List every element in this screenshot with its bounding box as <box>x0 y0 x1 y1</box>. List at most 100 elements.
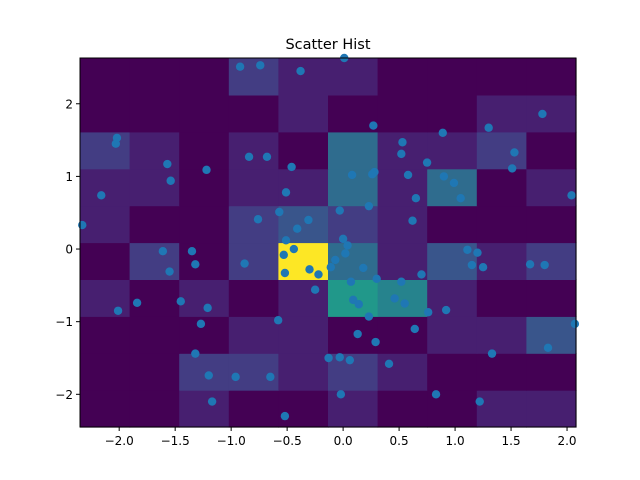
scatter-point <box>324 353 333 363</box>
hist-cell <box>80 390 131 428</box>
hist-cell <box>476 316 527 354</box>
scatter-point <box>203 303 212 313</box>
scatter-point <box>335 206 344 215</box>
scatter-point <box>293 224 302 233</box>
hist-cell <box>80 205 131 244</box>
hist-cell <box>427 353 478 391</box>
hist-cell <box>179 131 230 170</box>
hist-cell <box>80 168 131 207</box>
hist-cell <box>476 279 527 317</box>
hist-cell <box>179 242 230 280</box>
scatter-point <box>78 220 87 230</box>
scatter-point <box>475 397 484 406</box>
hist-cell <box>228 168 279 207</box>
scatter-point <box>335 353 344 362</box>
hist-cell <box>476 205 527 244</box>
hist-cell <box>228 353 279 391</box>
hist-cell <box>377 58 428 96</box>
scatter-point <box>400 299 409 308</box>
hist-cell <box>526 168 577 207</box>
hist-cell <box>476 131 527 170</box>
hist-cell <box>179 279 230 317</box>
scatter-point <box>439 172 449 181</box>
scatter-point <box>398 138 407 147</box>
hist-cell <box>278 131 329 170</box>
scatter-point <box>438 128 447 138</box>
scatter-point <box>364 201 374 211</box>
hist-cell <box>427 58 478 96</box>
scatter-point <box>424 308 433 317</box>
scatter-point <box>191 260 200 269</box>
scatter-point <box>287 162 296 172</box>
hist-cell <box>476 242 527 280</box>
hist-cell <box>427 168 478 207</box>
hist-cell <box>278 390 329 428</box>
scatter-point <box>397 277 406 286</box>
x-tick-label: 0.5 <box>390 434 409 448</box>
hist-cell <box>377 94 428 133</box>
scatter-point <box>314 270 323 279</box>
hist-cell <box>129 390 180 428</box>
hist2d-cells <box>80 58 577 428</box>
hist-cell <box>228 316 279 354</box>
scatter-point <box>253 215 263 224</box>
scatter-point <box>354 300 363 309</box>
x-tick-label: 1.5 <box>502 434 521 448</box>
hist-cell <box>526 390 577 428</box>
hist-cell <box>328 390 379 428</box>
scatter-point <box>336 390 346 399</box>
scatter-point <box>262 152 272 161</box>
hist-cell <box>427 131 478 170</box>
scatter-point <box>165 267 174 276</box>
scatter-point <box>191 349 200 358</box>
scatter-point <box>417 270 426 279</box>
scatter-point <box>368 170 377 179</box>
hist-cell <box>179 94 230 133</box>
plot-area <box>78 53 580 428</box>
scatter-point <box>390 294 399 303</box>
hist-cell <box>377 316 428 354</box>
scatter-point <box>431 390 441 399</box>
scatter-point <box>449 178 459 188</box>
scatter-point <box>364 312 374 321</box>
hist-cell <box>476 168 527 207</box>
hist-cell <box>80 316 131 354</box>
scatter-point <box>158 247 168 256</box>
x-tick-label: −0.5 <box>273 434 302 448</box>
scatter-point <box>538 109 547 119</box>
scatter-point <box>410 324 419 334</box>
scatter-point <box>543 343 553 353</box>
hist-cell <box>427 205 478 244</box>
hist-cell <box>129 316 180 354</box>
scatter-point <box>281 188 291 197</box>
scatter-point <box>441 305 451 315</box>
hist-cell <box>526 242 577 280</box>
hist-cell <box>476 353 527 391</box>
hist-cell <box>278 94 329 133</box>
scatter-point <box>281 236 291 245</box>
scatter-point <box>463 245 472 254</box>
scatter-point <box>467 260 477 270</box>
scatter-point <box>359 263 368 273</box>
y-tick-label: 1 <box>65 170 73 184</box>
x-tick-label: −1.0 <box>217 434 246 448</box>
scatter-point <box>408 216 417 225</box>
hist-cell <box>278 316 329 354</box>
hist-cell <box>80 94 131 133</box>
hist-cell <box>526 131 577 170</box>
axes-frame <box>79 57 577 428</box>
scatter-point <box>540 260 549 270</box>
hist-cell <box>129 131 180 170</box>
scatter-point <box>266 372 275 382</box>
hist-cell <box>129 279 180 317</box>
scatter-point <box>484 123 493 132</box>
hist-cell <box>377 353 428 391</box>
hist-cell <box>80 279 131 317</box>
hist-cell <box>80 353 131 391</box>
scatter-point <box>97 191 106 200</box>
scatter-point <box>304 215 313 225</box>
hist-cell <box>129 168 180 207</box>
y-axis: −2 −1 0 1 2 <box>55 97 80 402</box>
scatter-point <box>187 247 197 256</box>
scatter-point <box>570 319 580 329</box>
